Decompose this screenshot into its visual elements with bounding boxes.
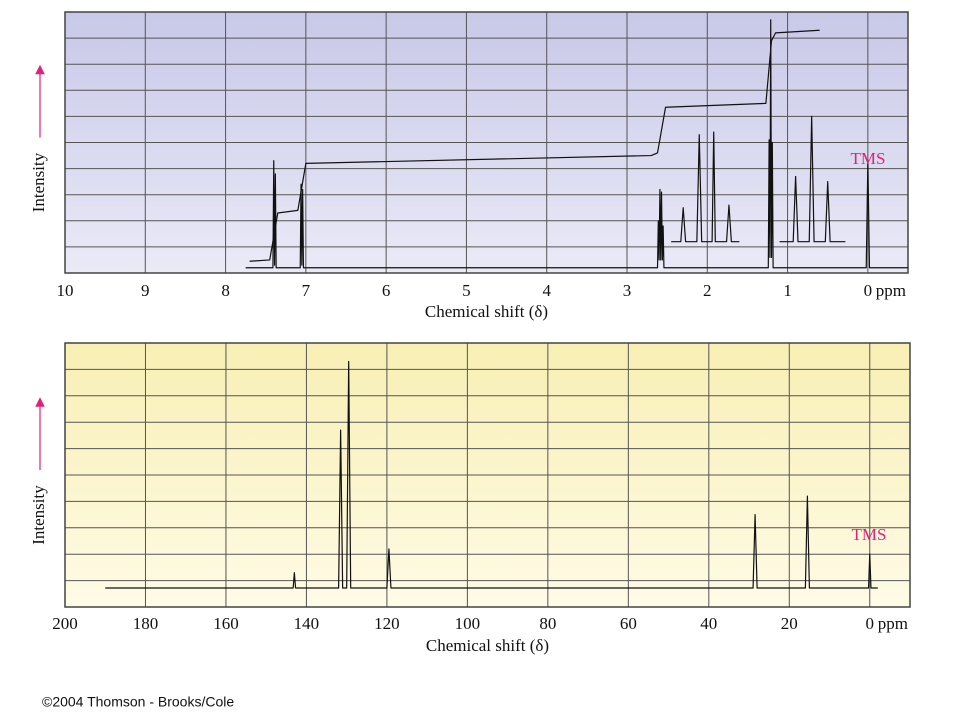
x-tick-label: 0 — [866, 614, 875, 633]
x-tick-label: 8 — [221, 281, 230, 300]
x-tick-label: 180 — [133, 614, 159, 633]
x-tick-label: 5 — [462, 281, 471, 300]
x-tick-label: 9 — [141, 281, 150, 300]
tms-label: TMS — [851, 149, 886, 168]
x-tick-label: 10 — [57, 281, 74, 300]
y-axis-title: Intensity — [29, 485, 48, 545]
plot-frame — [64, 342, 911, 608]
spectrum-trace — [245, 19, 908, 269]
x-unit: ppm — [876, 281, 906, 300]
x-tick-label: 1 — [783, 281, 792, 300]
x-tick-label: 4 — [542, 281, 551, 300]
spectrum-trace — [779, 115, 846, 243]
x-tick-label: 0 — [864, 281, 873, 300]
x-tick-label: 6 — [382, 281, 391, 300]
y-axis-title: Intensity — [29, 152, 48, 212]
x-tick-label: 100 — [455, 614, 481, 633]
x-tick-label: 40 — [700, 614, 717, 633]
x-tick-label: 20 — [781, 614, 798, 633]
spectrum-trace — [249, 29, 820, 262]
x-tick-label: 160 — [213, 614, 239, 633]
tms-label: TMS — [852, 525, 887, 544]
x-tick-label: 120 — [374, 614, 400, 633]
x-axis-title: Chemical shift (δ) — [425, 302, 548, 321]
x-tick-label: 3 — [623, 281, 632, 300]
x-unit: ppm — [878, 614, 908, 633]
x-tick-label: 80 — [539, 614, 556, 633]
spectrum-trace — [105, 360, 878, 589]
x-axis-title: Chemical shift (δ) — [426, 636, 549, 655]
x-tick-label: 7 — [302, 281, 311, 300]
x-tick-label: 140 — [294, 614, 320, 633]
x-tick-label: 200 — [52, 614, 78, 633]
spectrum-trace — [671, 131, 740, 243]
copyright: ©2004 Thomson - Brooks/Cole — [42, 694, 234, 710]
x-tick-label: 2 — [703, 281, 712, 300]
x-tick-label: 60 — [620, 614, 637, 633]
plot-frame — [64, 11, 909, 274]
